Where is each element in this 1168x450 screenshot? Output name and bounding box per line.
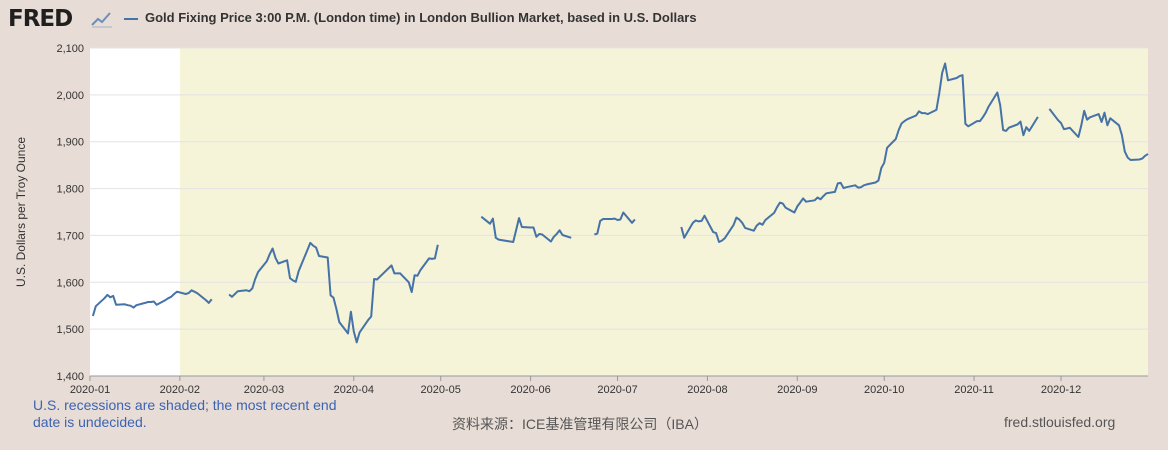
x-tick-label: 2020-05 <box>421 384 461 396</box>
x-tick-label: 2020-06 <box>510 384 550 396</box>
y-tick-label: 2,100 <box>56 43 84 55</box>
recession-note: U.S. recessions are shaded; the most rec… <box>33 397 337 430</box>
x-axis-ticks: 2020-01 2020-02 2020-03 2020-04 2020-05 2020-… <box>70 376 1081 396</box>
trend-line-icon <box>90 9 114 29</box>
series-group <box>91 62 1149 344</box>
x-tick-label: 2020-01 <box>70 384 110 396</box>
x-tick-label: 2020-10 <box>864 384 904 396</box>
y-tick-label: 1,500 <box>56 324 84 336</box>
gridlines <box>90 47 1148 377</box>
chart-header: FRED Gold Fixing Price 3:00 P.M. (London… <box>0 0 1168 40</box>
y-axis-label: U.S. Dollars per Troy Ounce <box>14 137 28 287</box>
recession-shading <box>179 48 1148 376</box>
y-tick-label: 1,600 <box>56 277 84 289</box>
chart-title: Gold Fixing Price 3:00 P.M. (London time… <box>145 10 697 25</box>
y-tick-label: 1,400 <box>56 371 84 383</box>
source-note: 资料来源：ICE基准管理有限公司（IBA） <box>452 416 708 432</box>
y-tick-label: 1,900 <box>56 137 84 149</box>
legend-line <box>124 18 138 20</box>
x-tick-label: 2020-12 <box>1041 384 1081 396</box>
y-axis-ticks: 1,400 1,500 1,600 1,700 1,800 1,900 2,000 2,100 <box>56 43 84 383</box>
x-tick-label: 2020-04 <box>334 384 374 396</box>
fred-logo[interactable]: FRED <box>8 6 73 32</box>
x-tick-label: 2020-03 <box>244 384 284 396</box>
x-tick-label: 2020-09 <box>777 384 817 396</box>
line-chart: 1,400 1,500 1,600 1,700 1,800 1,900 2,000 2,100… <box>14 43 1149 396</box>
y-tick-label: 2,000 <box>56 90 84 102</box>
series-line <box>91 62 1149 344</box>
x-tick-label: 2020-02 <box>160 384 200 396</box>
x-tick-label: 2020-07 <box>597 384 637 396</box>
y-tick-label: 1,800 <box>56 184 84 196</box>
x-tick-label: 2020-08 <box>687 384 727 396</box>
site-link[interactable]: fred.stlouisfed.org <box>1004 414 1116 430</box>
y-tick-label: 1,700 <box>56 230 84 242</box>
x-tick-label: 2020-11 <box>954 384 994 396</box>
